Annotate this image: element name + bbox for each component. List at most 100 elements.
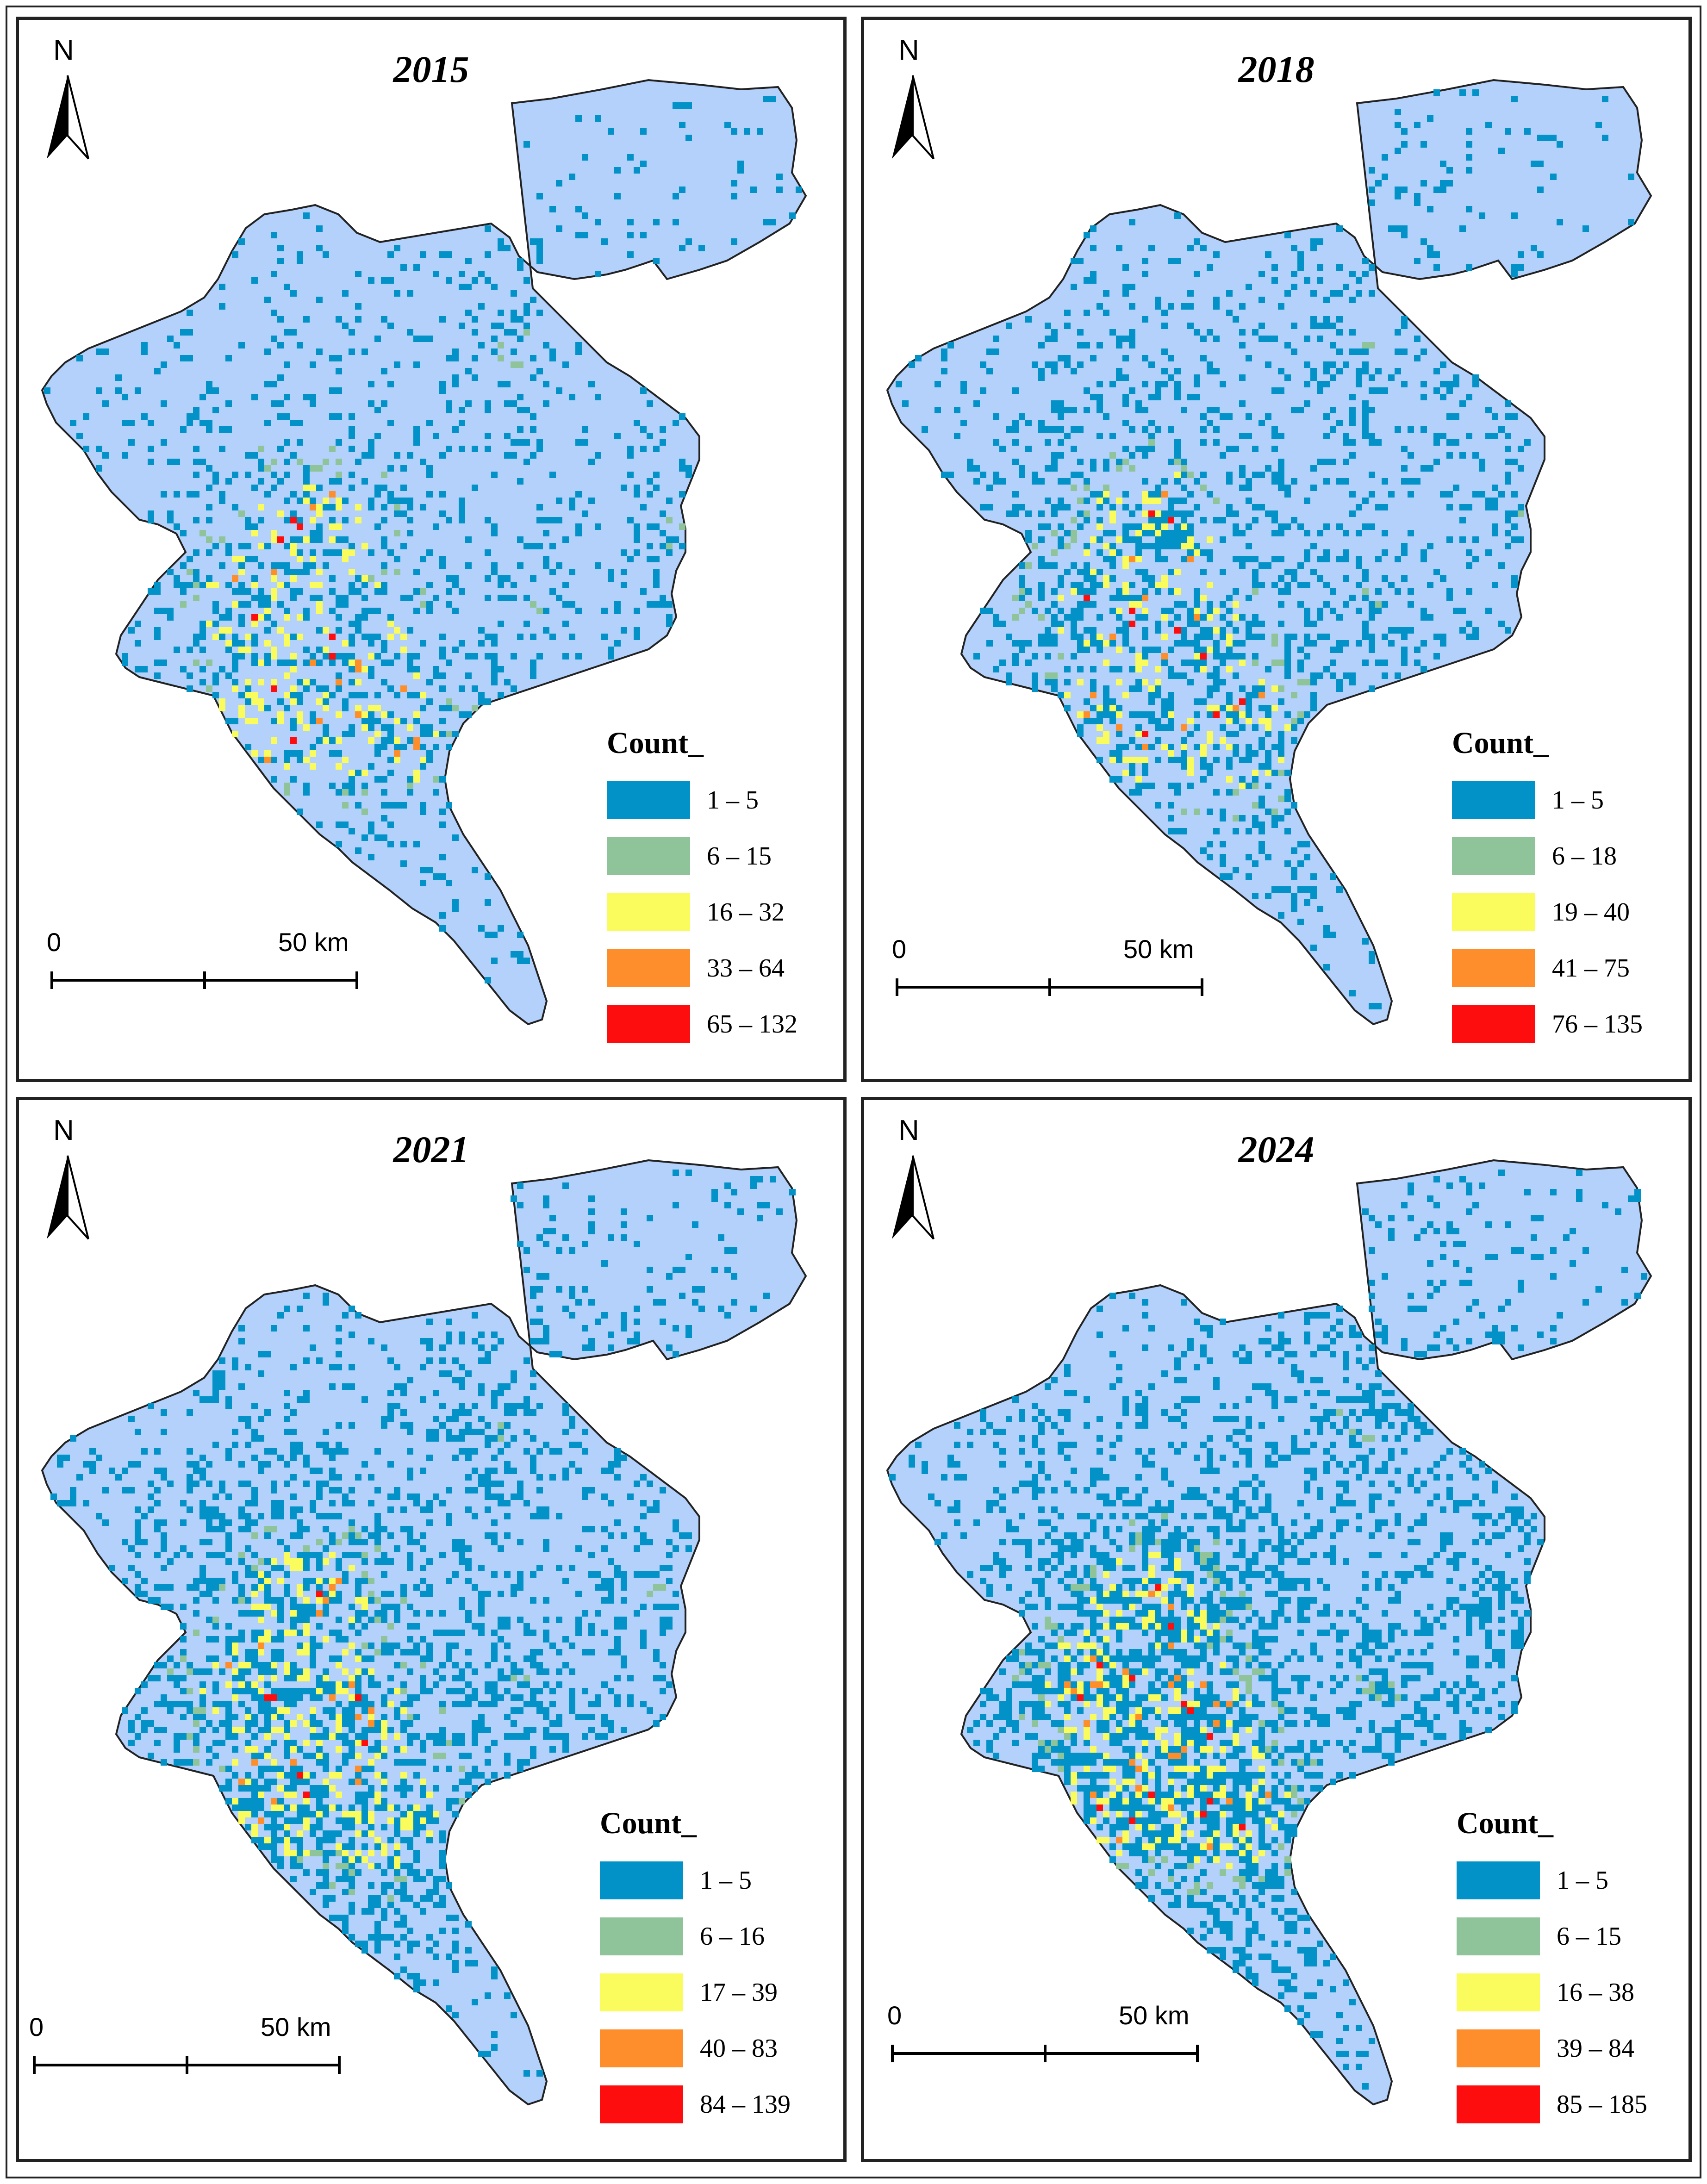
density-cell [381, 647, 387, 653]
density-cell [1187, 536, 1194, 543]
density-cell [368, 1811, 374, 1817]
density-cell [310, 1688, 316, 1694]
density-cell [232, 666, 238, 672]
density-cell [394, 1863, 400, 1869]
density-cell [219, 1357, 225, 1364]
density-cell [167, 614, 174, 621]
density-cell [1038, 582, 1045, 588]
density-cell [452, 647, 459, 653]
density-cell [1284, 588, 1291, 595]
density-cell [1336, 478, 1343, 485]
density-cell [517, 1694, 523, 1701]
density-cell [167, 510, 174, 517]
density-cell [1401, 316, 1408, 323]
density-cell [1220, 724, 1226, 731]
density-cell [329, 1448, 336, 1455]
density-cell [673, 1519, 679, 1526]
density-cell [277, 1649, 284, 1655]
density-cell [647, 1286, 653, 1293]
density-cell [485, 1474, 491, 1481]
density-cell [446, 1649, 452, 1655]
density-cell [1291, 634, 1297, 640]
density-cell [1109, 329, 1116, 336]
density-cell [1200, 653, 1207, 660]
density-cell [1498, 148, 1505, 154]
density-cell [1142, 407, 1148, 413]
density-cell [394, 1487, 400, 1493]
density-cell [258, 465, 264, 472]
density-cell [750, 187, 757, 193]
density-cell [1382, 478, 1388, 485]
density-cell [511, 1733, 517, 1740]
density-cell [225, 1649, 232, 1655]
density-cell [1265, 783, 1271, 789]
density-cell [1362, 523, 1369, 530]
density-cell [1045, 361, 1051, 368]
density-cell [1233, 705, 1239, 711]
density-cell [245, 556, 251, 562]
density-cell [1207, 737, 1213, 744]
density-cell [271, 1856, 277, 1863]
density-cell [271, 1759, 277, 1766]
density-cell [608, 1649, 614, 1655]
density-cell [57, 1455, 63, 1461]
density-cell [465, 1474, 472, 1481]
density-cell [355, 666, 361, 672]
density-cell [472, 867, 478, 873]
density-cell [193, 517, 199, 523]
density-cell [685, 1545, 692, 1552]
density-cell [1330, 873, 1336, 880]
density-cell [459, 1545, 465, 1552]
density-cell [219, 1584, 225, 1591]
density-cell [400, 1882, 407, 1889]
density-cell [361, 608, 368, 614]
density-cell [251, 1779, 258, 1785]
density-cell [634, 627, 640, 634]
density-cell [1369, 647, 1375, 653]
density-cell [238, 1416, 245, 1422]
density-cell [387, 1882, 394, 1889]
density-cell [1271, 815, 1278, 821]
density-cell [1135, 549, 1142, 556]
density-cell [245, 1481, 251, 1487]
density-cell [413, 653, 420, 660]
density-cell [1518, 536, 1524, 543]
density-cell [627, 251, 634, 258]
density-cell [517, 536, 523, 543]
density-cell [679, 245, 685, 251]
density-cell [1207, 556, 1213, 562]
density-cell [381, 1591, 387, 1597]
density-cell [329, 1830, 336, 1837]
density-cell [355, 679, 361, 685]
density-cell [1142, 660, 1148, 666]
density-cell [452, 1966, 459, 1973]
density-cell [277, 1630, 284, 1636]
density-cell [355, 621, 361, 627]
density-cell [1129, 757, 1135, 763]
density-cell [387, 1804, 394, 1811]
density-cell [349, 1681, 355, 1688]
density-cell [459, 284, 465, 290]
density-cell [193, 413, 199, 420]
density-cell [264, 297, 271, 303]
density-cell [549, 1720, 556, 1727]
density-cell [1284, 647, 1291, 653]
density-cell [530, 426, 536, 433]
density-cell [413, 1986, 420, 1992]
density-cell [1045, 336, 1051, 342]
density-cell [530, 413, 536, 420]
density-cell [381, 1908, 387, 1915]
density-cell [271, 1779, 277, 1785]
density-cell [465, 711, 472, 718]
density-cell [498, 621, 504, 627]
density-cell [342, 1552, 349, 1558]
density-cell [277, 1513, 284, 1519]
density-cell [1142, 731, 1148, 737]
density-cell [575, 206, 582, 212]
density-cell [174, 523, 180, 530]
density-cell [446, 1338, 452, 1344]
density-cell [459, 1552, 465, 1558]
density-cell [290, 1474, 297, 1481]
density-cell [1025, 562, 1032, 569]
